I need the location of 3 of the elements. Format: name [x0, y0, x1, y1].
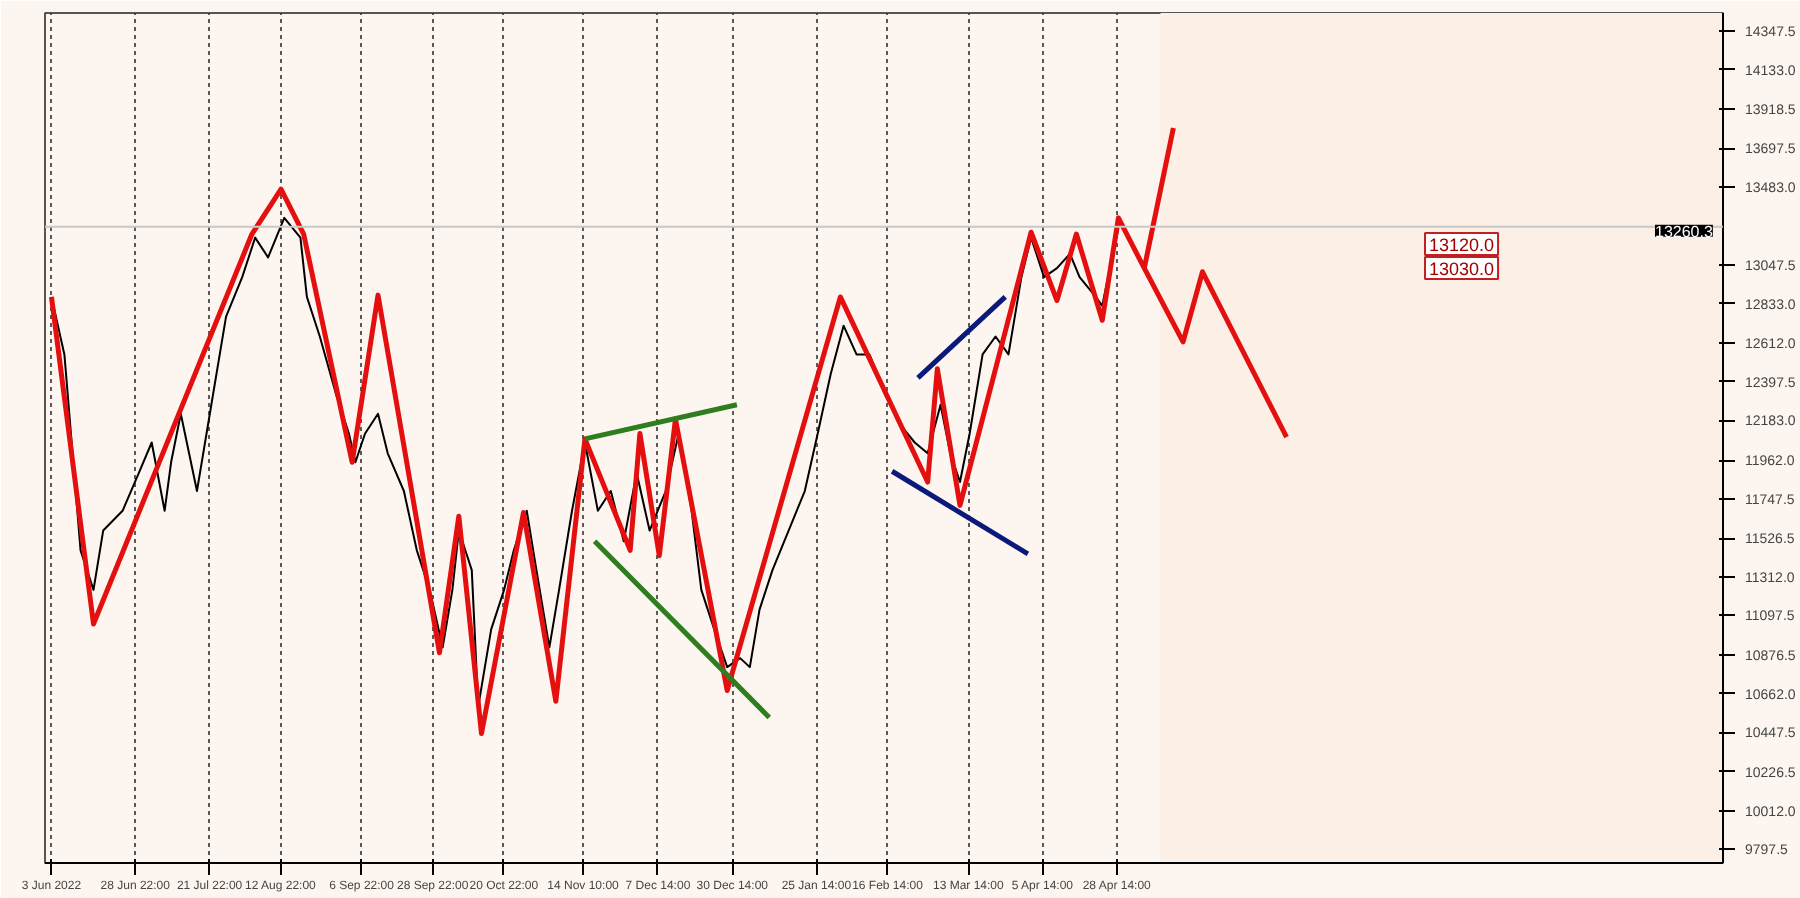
ref-line-label: 13260.3: [1655, 222, 1714, 241]
annotation: 13120.0: [1429, 235, 1495, 255]
annotation: 13030.0: [1429, 259, 1495, 279]
